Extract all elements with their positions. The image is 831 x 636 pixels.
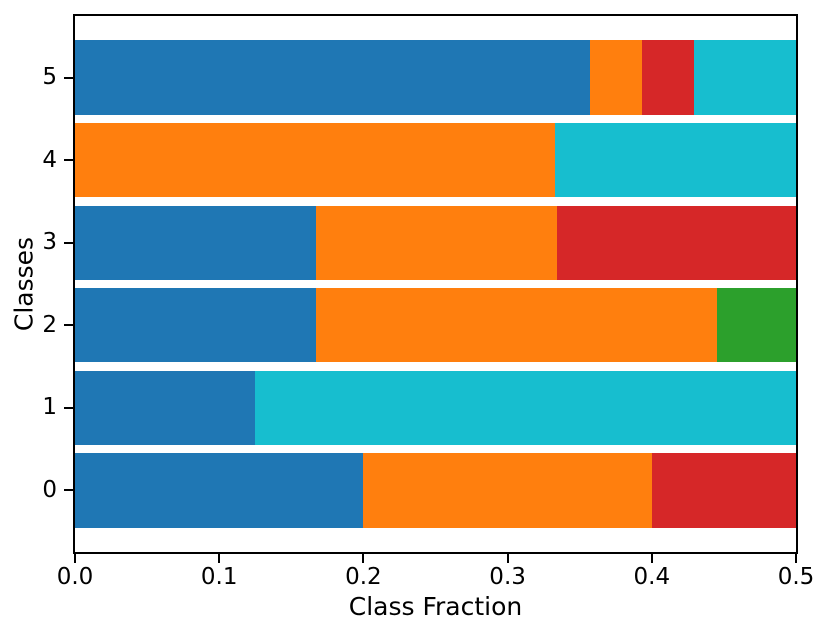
- bar-row-1: [75, 370, 796, 446]
- bar-segment-red: [556, 205, 796, 280]
- bar-segment-blue: [75, 453, 364, 528]
- y-tick-label: 3: [42, 229, 57, 256]
- y-tick-mark: [64, 406, 73, 409]
- bar-segment-orange: [589, 40, 642, 115]
- x-tick-label: 0.2: [345, 564, 382, 590]
- bar-row-0: [75, 453, 796, 528]
- plot-area: [73, 14, 798, 554]
- y-tick-label: 2: [42, 311, 57, 338]
- x-tick-mark: [362, 554, 365, 563]
- bar-segment-cyan: [693, 40, 796, 115]
- bar-segment-blue: [75, 370, 256, 446]
- bar-segment-orange: [75, 122, 556, 198]
- bar-segment-red: [651, 453, 796, 528]
- x-tick-mark: [650, 554, 653, 563]
- y-tick-label: 4: [42, 146, 57, 173]
- y-axis: 0 1 2 3 4 5: [0, 16, 73, 552]
- y-tick-mark: [64, 324, 73, 327]
- x-tick-mark: [795, 554, 797, 563]
- bar-segment-cyan: [555, 122, 796, 198]
- bar-segment-orange: [363, 453, 652, 528]
- y-tick-mark: [64, 76, 73, 79]
- bar-row-3: [75, 205, 796, 280]
- x-tick-mark: [218, 554, 221, 563]
- x-tick-label: 0.5: [777, 564, 815, 590]
- bar-row-4: [75, 122, 796, 198]
- bar-segment-orange: [315, 205, 557, 280]
- x-axis-label: Class Fraction: [348, 592, 523, 621]
- bar-segment-red: [641, 40, 694, 115]
- bar-segment-cyan: [255, 370, 796, 446]
- x-tick-label: 0.3: [489, 564, 526, 590]
- y-axis-label: Classes: [9, 236, 39, 332]
- y-tick-label: 1: [42, 394, 57, 421]
- bar-segment-orange: [315, 288, 717, 363]
- x-tick-mark: [506, 554, 509, 563]
- x-axis: 0.0 0.1 0.2 0.3 0.4 0.5: [57, 554, 814, 596]
- y-tick-mark: [64, 159, 73, 162]
- x-tick-label: 0.0: [56, 564, 94, 590]
- y-tick-label: 0: [42, 476, 57, 503]
- bar-segment-blue: [75, 205, 316, 280]
- y-tick-mark: [64, 489, 73, 492]
- bar-row-5: [75, 40, 796, 115]
- bar-row-2: [75, 288, 796, 363]
- bar-segment-blue: [75, 40, 590, 115]
- x-tick-mark: [74, 554, 76, 563]
- bar-segment-green: [716, 288, 796, 363]
- y-tick-mark: [64, 241, 73, 244]
- x-tick-label: 0.1: [200, 564, 238, 590]
- bar-segment-blue: [75, 288, 316, 363]
- y-tick-label: 5: [42, 64, 57, 91]
- x-tick-label: 0.4: [633, 564, 671, 590]
